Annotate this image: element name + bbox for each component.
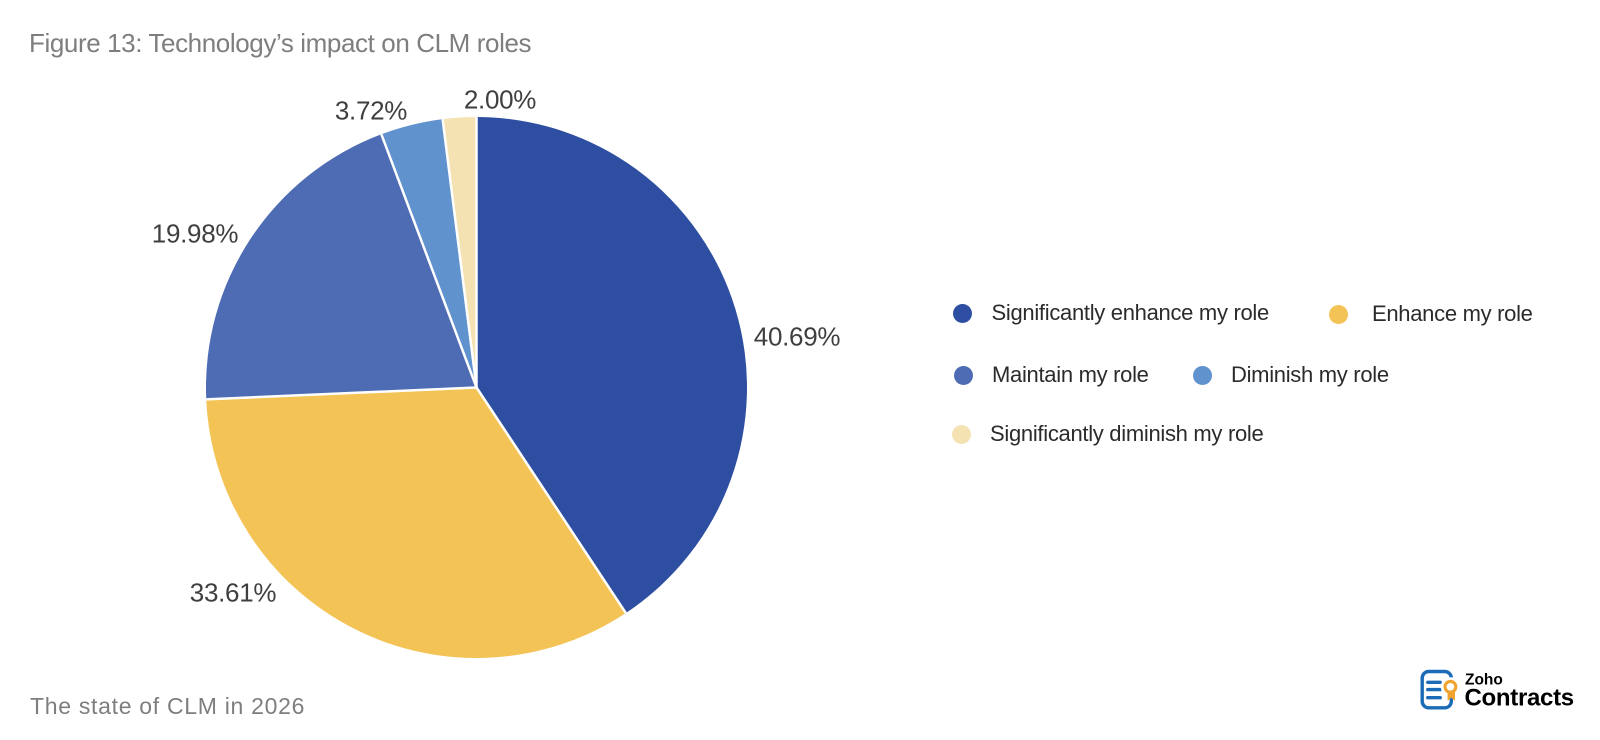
svg-text:Zoho: Zoho <box>1465 672 1503 689</box>
svg-text:Contracts: Contracts <box>1465 685 1574 712</box>
